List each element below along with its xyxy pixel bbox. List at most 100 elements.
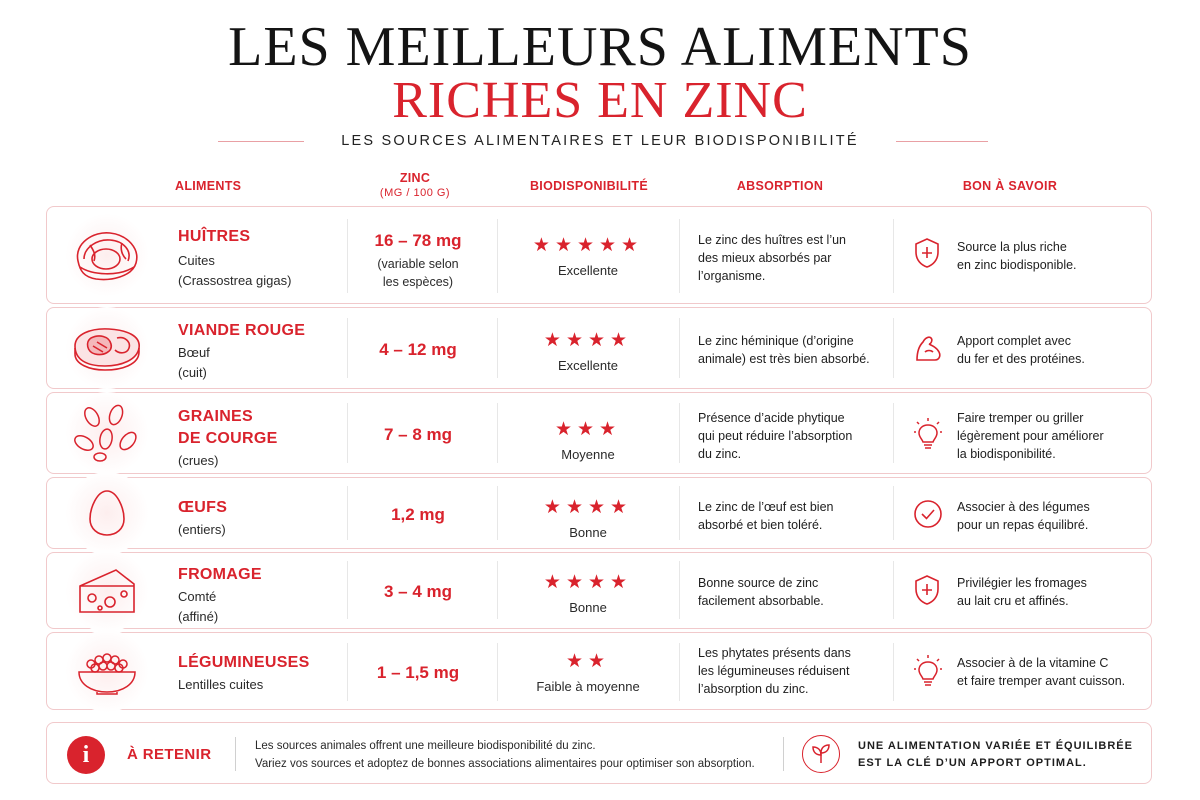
- divider: [497, 643, 498, 701]
- divider: [497, 561, 498, 619]
- retain-label: À RETENIR: [127, 746, 212, 763]
- food-name: ŒUFS: [178, 499, 228, 516]
- header-tips: BON À SAVOIR: [962, 179, 1058, 193]
- food-detail: (cuit): [178, 365, 207, 380]
- cheese-icon: [59, 549, 155, 632]
- food-detail: (crues): [178, 453, 219, 468]
- food-detail: Bœuf: [178, 345, 210, 360]
- bioavailability-label: Faible à moyenne: [536, 679, 640, 694]
- header-zinc-label: ZINC: [399, 171, 431, 185]
- star-rating: ★★: [565, 651, 611, 672]
- header-food: ALIMENTS: [175, 179, 242, 193]
- divider: [679, 219, 680, 293]
- absorption-text: absorbé et bien toléré.: [698, 518, 823, 532]
- divider: [497, 318, 498, 378]
- zinc-value: 3 – 4 mg: [383, 582, 453, 601]
- footer-note: Les sources animales offrent une meilleu…: [255, 740, 596, 752]
- absorption-text: Présence d’acide phytique: [698, 411, 845, 425]
- tip-text: au lait cru et affinés.: [957, 594, 1069, 608]
- divider: [679, 318, 680, 378]
- subtitle-rule-left: [218, 141, 304, 142]
- zinc-value: 4 – 12 mg: [379, 340, 457, 359]
- seeds-icon: [59, 392, 155, 474]
- food-name: GRAINES: [178, 408, 253, 425]
- subtitle-rule-right: [896, 141, 988, 142]
- footer-note: Variez vos sources et adoptez de bonnes …: [255, 758, 755, 770]
- divider: [783, 737, 784, 771]
- divider: [679, 561, 680, 619]
- tip-text: légèrement pour améliorer: [957, 429, 1104, 443]
- star-rating: ★★★★★: [532, 235, 644, 256]
- divider: [679, 403, 680, 463]
- table-row: VIANDE ROUGE Bœuf (cuit) 4 – 12 mg ★★★★ …: [46, 307, 1152, 389]
- absorption-text: du zinc.: [698, 447, 742, 461]
- food-detail: Comté: [178, 589, 217, 604]
- food-detail: Cuites: [178, 253, 215, 268]
- zinc-value: 1,2 mg: [391, 505, 445, 524]
- absorption-text: l’organisme.: [698, 269, 766, 283]
- food-name: DE COURGE: [178, 430, 278, 447]
- absorption-text: qui peut réduire l’absorption: [698, 429, 853, 443]
- check-circle-icon: [913, 499, 943, 534]
- food-name: LÉGUMINEUSES: [178, 654, 310, 671]
- food-detail: (Crassostrea gigas): [178, 273, 292, 288]
- table-row: LÉGUMINEUSES Lentilles cuites 1 – 1,5 mg…: [46, 630, 1152, 712]
- divider: [893, 643, 894, 701]
- divider: [347, 318, 348, 378]
- tip-text: Apport complet avec: [957, 334, 1071, 348]
- bioavailability-label: Excellente: [558, 263, 618, 278]
- bioavailability-label: Bonne: [569, 600, 607, 615]
- absorption-text: Le zinc de l’œuf est bien: [698, 500, 834, 514]
- zinc-note: les espèces): [382, 275, 454, 289]
- table-row: HUÎTRES Cuites (Crassostrea gigas) 16 – …: [46, 206, 1152, 304]
- zinc-value: 16 – 78 mg: [374, 231, 462, 250]
- tip-text: Associer à des légumes: [957, 500, 1090, 514]
- star-rating: ★★★: [554, 419, 622, 440]
- absorption-text: des mieux absorbés par: [698, 251, 832, 265]
- muscle-icon: [913, 332, 945, 369]
- divider: [497, 486, 498, 540]
- divider: [679, 643, 680, 701]
- tip-text: la biodisponibilité.: [957, 447, 1056, 461]
- divider: [893, 219, 894, 293]
- shield-icon: [913, 574, 941, 611]
- info-icon: i: [67, 736, 105, 774]
- steak-icon: [59, 307, 155, 389]
- tip-text: en zinc biodisponible.: [957, 258, 1077, 272]
- food-detail: (entiers): [178, 522, 226, 537]
- header-bioavailability: BIODISPONIBILITÉ: [529, 179, 648, 193]
- food-detail: (affiné): [178, 609, 219, 624]
- absorption-text: facilement absorbable.: [698, 594, 824, 608]
- absorption-text: Les phytates présents dans: [698, 646, 851, 660]
- food-name: VIANDE ROUGE: [178, 322, 306, 339]
- divider: [347, 219, 348, 293]
- shield-icon: [913, 237, 941, 274]
- tip-text: et faire tremper avant cuisson.: [957, 674, 1126, 688]
- table-row: FROMAGE Comté (affiné) 3 – 4 mg ★★★★ Bon…: [46, 549, 1152, 632]
- tip-text: Privilégier les fromages: [957, 576, 1087, 590]
- bowl-icon: [59, 630, 155, 712]
- header-zinc-unit: (MG / 100 G): [379, 187, 451, 199]
- bioavailability-label: Bonne: [569, 525, 607, 540]
- absorption-text: Le zinc héminique (d’origine: [698, 334, 854, 348]
- divider: [347, 403, 348, 463]
- table-row: ŒUFS (entiers) 1,2 mg ★★★★ Bonne Le zinc…: [46, 472, 1152, 554]
- bulb-icon: [913, 417, 943, 456]
- divider: [893, 486, 894, 540]
- leaf-icon: [802, 735, 840, 773]
- absorption-text: les légumineuses réduisent: [698, 664, 850, 678]
- footer-key-message: UNE ALIMENTATION VARIÉE ET ÉQUILIBRÉE: [858, 740, 1133, 752]
- bulb-icon: [913, 654, 943, 693]
- footer-banner: i À RETENIR Les sources animales offrent…: [46, 722, 1152, 784]
- star-rating: ★★★★: [543, 572, 633, 593]
- food-name: HUÎTRES: [178, 228, 251, 245]
- absorption-text: animale) est très bien absorbé.: [698, 352, 870, 366]
- absorption-text: Le zinc des huîtres est l’un: [698, 233, 846, 247]
- zinc-note: (variable selon: [377, 257, 459, 271]
- absorption-text: l’absorption du zinc.: [698, 682, 809, 696]
- divider: [893, 561, 894, 619]
- tip-text: Faire tremper ou griller: [957, 411, 1084, 425]
- title-line-1: LES MEILLEURS ALIMENTS: [228, 16, 972, 78]
- divider: [497, 403, 498, 463]
- star-rating: ★★★★: [543, 330, 633, 351]
